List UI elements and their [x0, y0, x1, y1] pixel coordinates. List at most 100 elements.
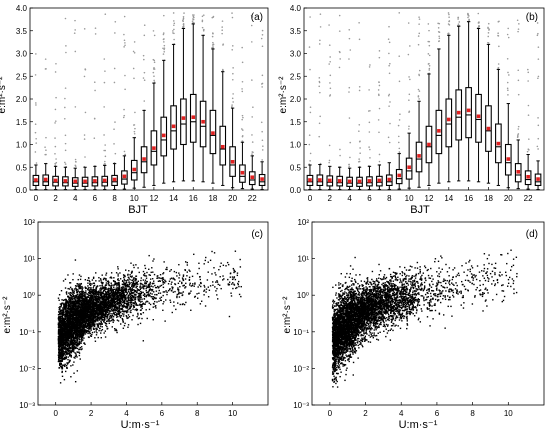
- outlier-point: [231, 105, 233, 108]
- scatter-point: [77, 319, 79, 321]
- scatter-point: [58, 299, 60, 301]
- mean-marker: [191, 115, 196, 119]
- outlier-point: [231, 97, 234, 100]
- scatter-point: [83, 321, 85, 323]
- scatter-point: [119, 278, 122, 280]
- scatter-point: [181, 282, 183, 285]
- scatter-point: [77, 333, 79, 335]
- outlier-point: [182, 20, 184, 23]
- scatter-point: [85, 316, 88, 318]
- outlier-point: [428, 64, 431, 67]
- scatter-point: [64, 328, 67, 330]
- xticks-b: 0 2 4 6 8 10 12 14 16 18 20 22: [308, 187, 533, 203]
- scatter-point: [69, 282, 71, 284]
- scatter-point: [58, 330, 61, 332]
- outlier-point: [222, 69, 224, 72]
- scatter-point: [78, 322, 80, 324]
- outlier-point: [64, 149, 67, 152]
- scatter-point: [79, 314, 82, 316]
- outlier-point: [497, 21, 500, 23]
- scatter-point: [65, 315, 68, 318]
- scatter-point: [198, 262, 200, 264]
- scatter-point: [69, 355, 71, 357]
- outlier-point: [104, 144, 106, 146]
- scatter-point: [94, 299, 97, 301]
- outlier-point: [388, 93, 391, 96]
- outlier-point: [507, 94, 509, 96]
- outlier-point: [251, 141, 254, 143]
- scatter-point: [102, 312, 104, 314]
- scatter-point: [136, 304, 139, 306]
- scatter-point: [113, 306, 116, 309]
- scatter-point: [227, 284, 230, 286]
- scatter-point: [94, 310, 96, 312]
- scatter-point: [86, 330, 88, 333]
- scatter-point: [155, 286, 158, 289]
- outlier-point: [537, 117, 539, 119]
- scatter-point: [97, 325, 99, 327]
- scatter-point: [58, 320, 60, 323]
- scatter-point: [63, 333, 65, 335]
- scatter-point: [140, 313, 142, 316]
- scatter-point: [94, 289, 97, 291]
- scatter-point: [65, 347, 68, 349]
- scatter-point: [92, 322, 95, 324]
- scatter-point: [58, 314, 60, 316]
- outlier-point: [241, 88, 243, 90]
- xtick-label: 22: [524, 194, 533, 203]
- scatter-point: [103, 304, 105, 307]
- outlier-point: [231, 45, 234, 47]
- outlier-point: [319, 13, 322, 15]
- scatter-point: [90, 309, 92, 312]
- outlier-point: [114, 152, 117, 155]
- outlier-point: [497, 32, 499, 34]
- scatter-point: [100, 281, 102, 283]
- scatter-point: [84, 329, 86, 331]
- scatter-point: [58, 346, 61, 349]
- scatter-point: [92, 325, 94, 327]
- scatter-point: [130, 306, 133, 308]
- scatter-point: [140, 279, 142, 282]
- scatter-point: [133, 282, 135, 285]
- scatter-point: [66, 317, 69, 319]
- scatter-point: [130, 281, 132, 284]
- scatter-point: [69, 291, 72, 294]
- scatter-point: [70, 334, 73, 336]
- scatter-point: [128, 277, 130, 279]
- outlier-point: [388, 25, 390, 28]
- scatter-point: [148, 283, 150, 286]
- outlier-point: [182, 18, 185, 21]
- outlier-point: [250, 41, 253, 43]
- outlier-point: [153, 34, 156, 37]
- scatter-point: [75, 289, 78, 291]
- scatter-point: [228, 315, 231, 318]
- scatter-point: [85, 322, 88, 324]
- scatter-point: [141, 307, 143, 310]
- scatter-point: [91, 299, 93, 301]
- scatter-point: [92, 288, 94, 291]
- xtick-label: 0: [53, 409, 58, 418]
- scatter-point: [143, 272, 146, 275]
- outlier-point: [84, 68, 87, 70]
- outlier-point: [54, 152, 56, 155]
- scatter-point: [157, 275, 159, 277]
- outlier-point: [507, 71, 509, 74]
- scatter-point: [77, 288, 79, 291]
- scatter-point: [229, 272, 232, 275]
- mean-marker: [357, 179, 362, 184]
- scatter-point: [78, 341, 80, 343]
- scatter-point: [62, 307, 64, 309]
- scatter-point: [186, 275, 188, 277]
- scatter-point: [93, 296, 95, 298]
- outlier-point: [487, 41, 489, 44]
- scatter-point: [73, 314, 76, 316]
- outlier-point: [34, 151, 37, 153]
- scatter-point: [69, 302, 71, 305]
- scatter-point: [137, 292, 140, 295]
- scatter-point: [111, 284, 113, 286]
- scatter-point: [113, 302, 115, 305]
- outlier-point: [358, 21, 360, 24]
- outlier-point: [104, 70, 106, 72]
- outlier-point: [124, 44, 126, 47]
